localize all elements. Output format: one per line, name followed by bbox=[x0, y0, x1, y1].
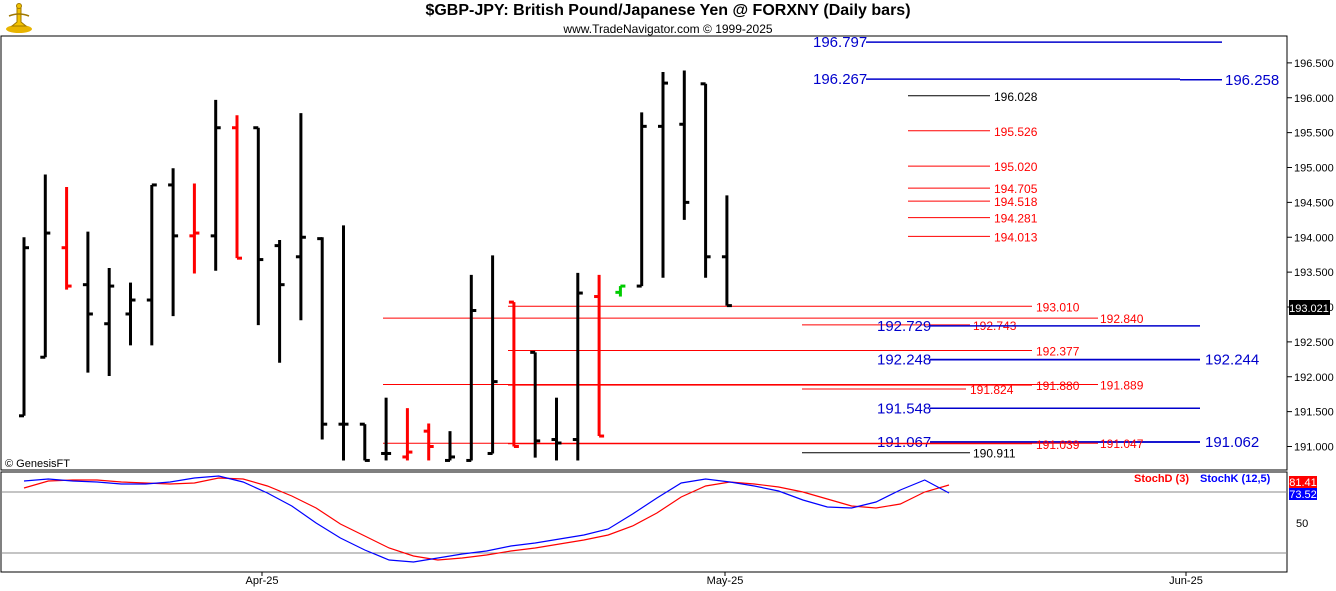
level-label: 196.267 bbox=[813, 71, 867, 88]
stochastic-series-line bbox=[23, 475, 950, 563]
level-label: 196.797 bbox=[813, 34, 867, 51]
level-label: 191.047 bbox=[1100, 437, 1144, 451]
stochk-last-box bbox=[1289, 488, 1317, 500]
level-label: 191.880 bbox=[1036, 379, 1080, 393]
price-tick-label: 195.000 bbox=[1294, 163, 1334, 175]
trade-navigator-logo-icon bbox=[4, 2, 34, 34]
price-tick-label: 191.000 bbox=[1294, 442, 1334, 454]
level-label: 192.244 bbox=[1205, 352, 1259, 369]
level-label: 196.028 bbox=[994, 90, 1038, 104]
date-tick-label: May-25 bbox=[707, 575, 744, 587]
level-label: 191.824 bbox=[970, 383, 1014, 397]
date-tick-label: Jun-25 bbox=[1169, 575, 1203, 587]
genesis-watermark: © GenesisFT bbox=[5, 458, 70, 470]
chart-subtitle: www.TradeNavigator.com © 1999-2025 bbox=[563, 22, 773, 36]
level-label: 192.377 bbox=[1036, 344, 1080, 358]
price-tick-label: 191.500 bbox=[1294, 407, 1334, 419]
price-bars bbox=[19, 70, 732, 462]
level-label: 191.889 bbox=[1100, 378, 1144, 392]
level-label: 196.258 bbox=[1225, 72, 1279, 89]
stochd-last-box bbox=[1289, 476, 1317, 488]
level-label: 194.705 bbox=[994, 182, 1038, 196]
stochk-last-value: 73.52 bbox=[1289, 489, 1317, 501]
date-axis-labels: Apr-25 May-25 Jun-25 bbox=[245, 572, 1203, 587]
last-price-label: 193.021 bbox=[1289, 303, 1329, 315]
price-tick-label: 192.500 bbox=[1294, 337, 1334, 349]
level-label: 195.020 bbox=[994, 160, 1038, 174]
level-label: 192.248 bbox=[877, 351, 931, 368]
price-tick-label: 194.000 bbox=[1294, 232, 1334, 244]
stochd-last-value: 81.41 bbox=[1289, 477, 1317, 489]
price-tick-label: 192.000 bbox=[1294, 372, 1334, 384]
price-tick-label: 196.500 bbox=[1294, 58, 1334, 70]
level-label: 191.548 bbox=[877, 400, 931, 417]
level-lines: 196.797 196.267 196.258 196.028 195.526 195.0… bbox=[383, 34, 1279, 461]
level-label: 191.039 bbox=[1036, 438, 1080, 452]
stochastic-series-line bbox=[23, 477, 950, 561]
level-label: 195.526 bbox=[994, 125, 1038, 139]
level-label: 192.729 bbox=[877, 318, 931, 335]
price-tick-label: 196.000 bbox=[1294, 93, 1334, 105]
stochastic-lines bbox=[23, 475, 950, 563]
level-label: 192.840 bbox=[1100, 312, 1144, 326]
level-label: 194.281 bbox=[994, 212, 1038, 226]
last-price-box bbox=[1289, 300, 1330, 315]
price-tick-label: 193.500 bbox=[1294, 267, 1334, 279]
price-tick-label: 195.500 bbox=[1294, 128, 1334, 140]
stochd-legend: StochD (3) bbox=[1134, 473, 1189, 485]
level-label: 194.518 bbox=[994, 195, 1038, 209]
level-label: 193.010 bbox=[1036, 300, 1080, 314]
level-label: 191.062 bbox=[1205, 434, 1259, 451]
stoch-tick-50: 50 bbox=[1296, 518, 1308, 530]
stochk-legend: StochK (12,5) bbox=[1200, 473, 1271, 485]
level-label: 190.911 bbox=[973, 447, 1016, 461]
date-tick-label: Apr-25 bbox=[245, 575, 278, 587]
chart-title: $GBP-JPY: British Pound/Japanese Yen @ F… bbox=[425, 2, 911, 19]
level-label: 191.067 bbox=[877, 434, 931, 451]
price-tick-label: 194.500 bbox=[1294, 197, 1334, 209]
price-axis-ticks: 191.000191.500192.000192.500193.000193.5… bbox=[1287, 58, 1334, 454]
stochastic-panel bbox=[0, 471, 1288, 573]
level-label: 194.013 bbox=[994, 230, 1038, 244]
